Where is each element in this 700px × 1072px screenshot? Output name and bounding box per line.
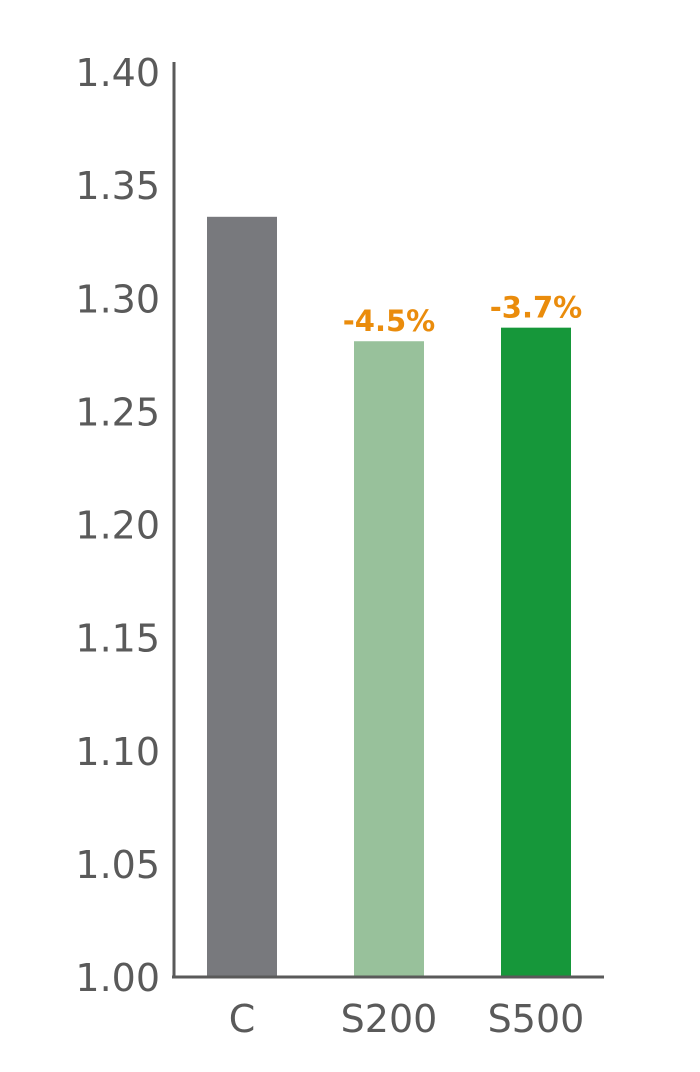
y-tick-label: 1.25	[75, 390, 160, 434]
bar-s200	[354, 341, 424, 977]
bar-annotation: -4.5%	[343, 304, 435, 338]
x-tick-label: S500	[488, 997, 585, 1041]
y-tick-label: 1.10	[75, 730, 160, 774]
y-tick-label: 1.00	[75, 956, 160, 1000]
bar-annotation: -3.7%	[490, 291, 582, 325]
y-tick-label: 1.30	[75, 277, 160, 321]
x-axis-labels: C S200 S500	[229, 997, 585, 1041]
bar-c	[207, 216, 277, 978]
x-tick-label: C	[229, 997, 256, 1041]
y-tick-label: 1.35	[75, 164, 160, 208]
x-tick-label: S200	[341, 997, 438, 1041]
y-tick-label: 1.05	[75, 843, 160, 887]
y-tick-label: 1.20	[75, 504, 160, 548]
y-tick-label: 1.40	[75, 51, 160, 95]
y-tick-label: 1.15	[75, 617, 160, 661]
bar-s500	[501, 327, 571, 978]
y-axis-ticks: 1.00 1.05 1.10 1.15 1.20 1.25 1.30 1.35 1.40	[75, 51, 160, 1000]
bars: -4.5% -3.7%	[207, 216, 582, 978]
